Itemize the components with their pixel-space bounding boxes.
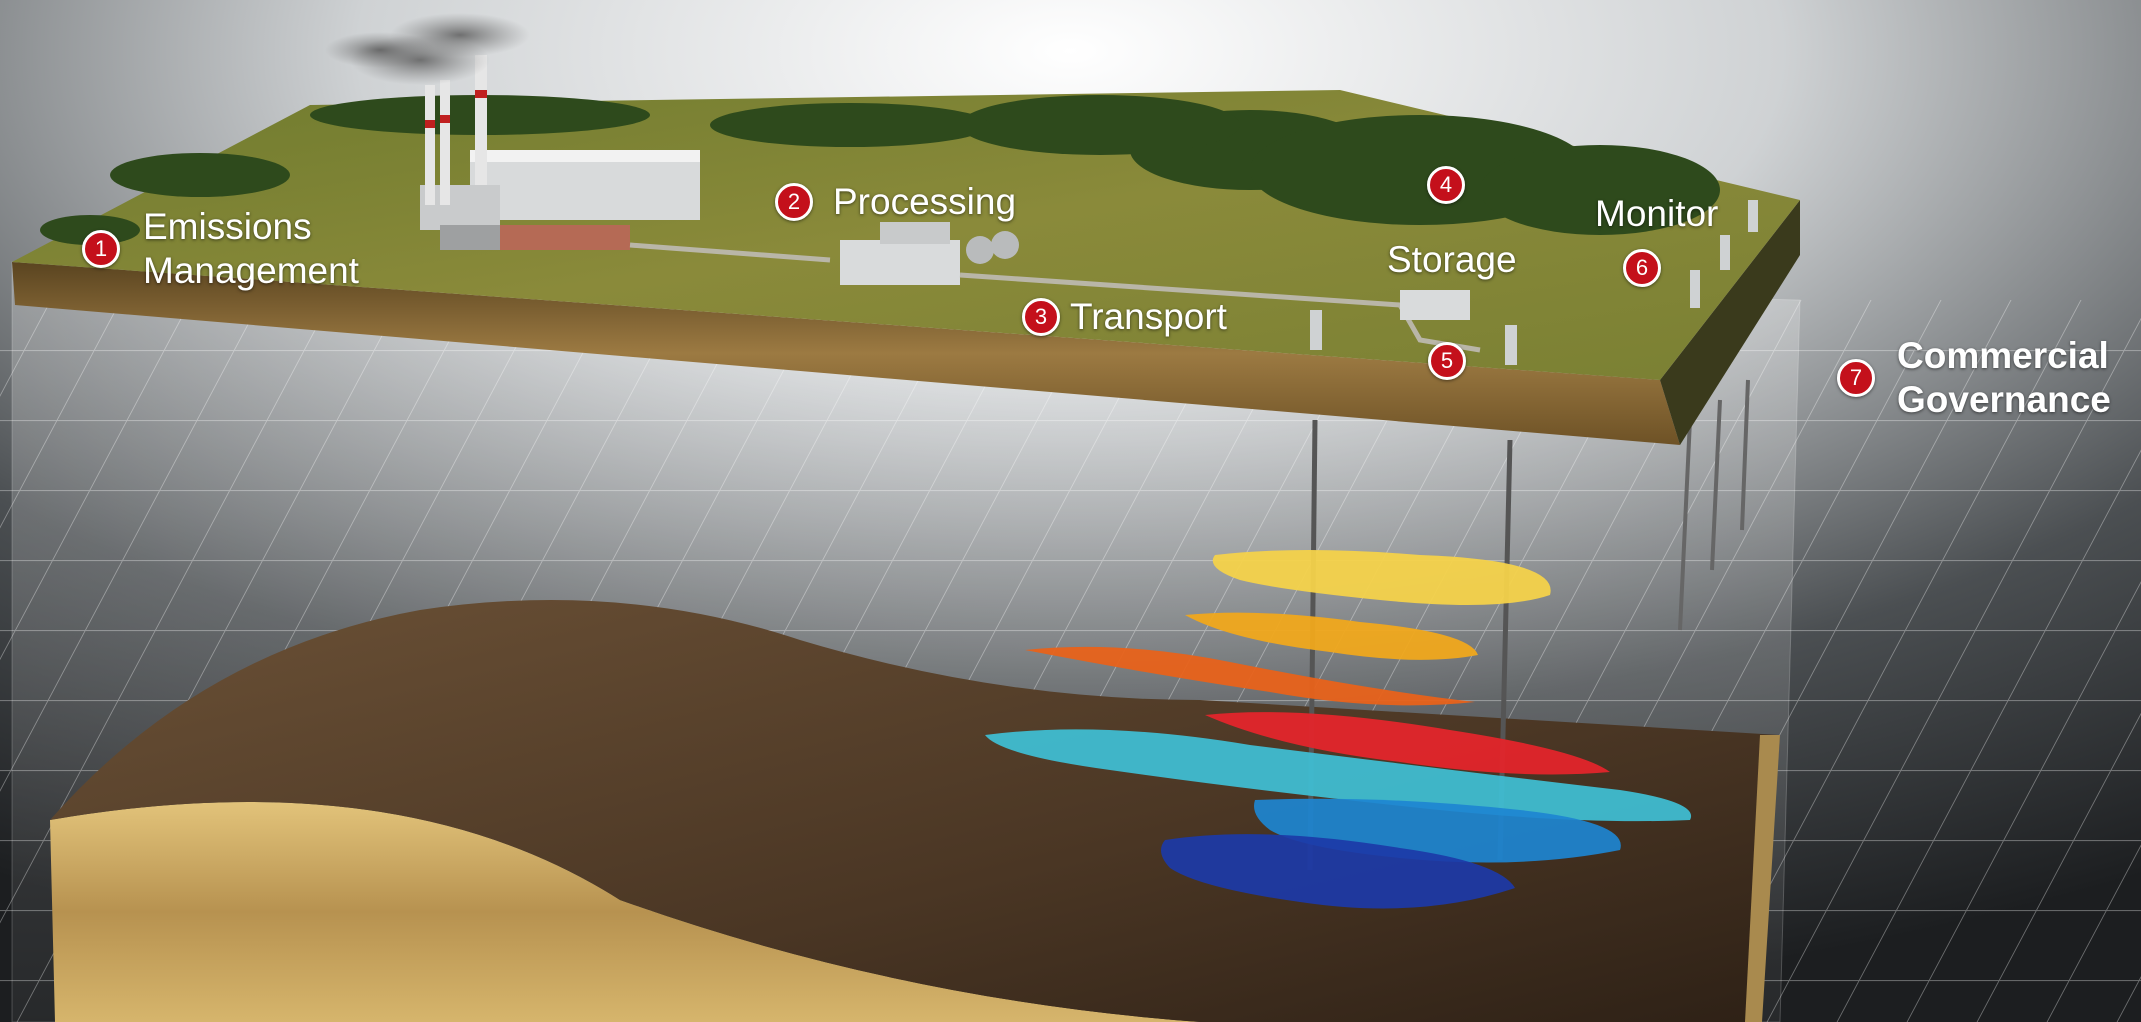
processing-facility xyxy=(840,222,1019,285)
underground-right-side xyxy=(1745,735,1780,1022)
underground-ground-surface xyxy=(50,600,1780,1022)
marker-5[interactable]: 5 xyxy=(1428,342,1466,380)
callout-emissions-management: 1 Emissions Management xyxy=(82,205,373,293)
surface-soil-side xyxy=(1660,200,1800,445)
monitor-wellheads xyxy=(1690,200,1758,308)
marker-6[interactable]: 6 xyxy=(1623,249,1661,287)
marker-4[interactable]: 4 xyxy=(1427,166,1465,204)
forest xyxy=(40,95,1720,245)
layer-7 xyxy=(1161,834,1515,909)
label-commercial-governance: Commercial Governance xyxy=(1897,335,2111,420)
marker-3[interactable]: 3 xyxy=(1022,298,1060,336)
layer-2 xyxy=(1185,612,1478,660)
layer-1 xyxy=(1212,550,1551,605)
callout-commercial-governance: 7 Commercial Governance xyxy=(1837,334,2137,422)
layer-5 xyxy=(985,729,1692,822)
label-emissions-management: Emissions Management xyxy=(143,206,359,291)
layer-3 xyxy=(1025,646,1475,706)
storage-layers xyxy=(985,550,1692,909)
label-monitor: Monitor xyxy=(1595,193,1719,234)
label-transport: Transport xyxy=(1070,296,1227,337)
label-processing: Processing xyxy=(833,181,1017,222)
layer-4 xyxy=(1205,712,1610,775)
storage-facility xyxy=(1310,290,1517,365)
label-storage: Storage xyxy=(1387,239,1517,280)
surface-soil-front xyxy=(12,262,1680,445)
callout-transport: 3 Transport xyxy=(1022,295,1227,339)
power-plant xyxy=(325,13,700,250)
underground-sand-front xyxy=(50,802,1200,1022)
callout-processing: 2 Processing xyxy=(775,180,1016,224)
marker-7[interactable]: 7 xyxy=(1837,359,1875,397)
marker-1[interactable]: 1 xyxy=(82,230,120,268)
marker-2[interactable]: 2 xyxy=(775,183,813,221)
